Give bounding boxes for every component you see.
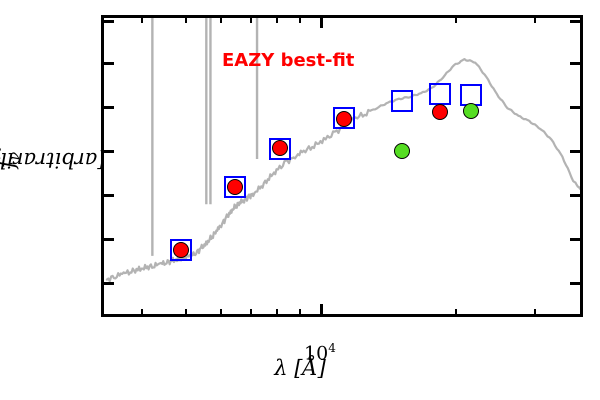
observed-photometry-red-circle-1 <box>227 179 243 195</box>
y-tick-200 <box>103 238 114 241</box>
y-tick-0 <box>103 282 114 285</box>
model-photometry-square-5 <box>429 83 451 105</box>
x-tick-6000-top <box>220 17 222 23</box>
secondary-photometry-green-circle-0 <box>394 143 410 159</box>
x-tick-6000-bottom <box>220 309 222 315</box>
y-tick-1200 <box>103 20 114 23</box>
y-tick-800 <box>103 106 114 109</box>
y-axis-title: fν [arbitrarily scaled] <box>0 10 24 310</box>
y-tick-right-1200 <box>570 20 581 23</box>
observed-photometry-red-circle-4 <box>432 104 448 120</box>
x-tick-8000-top <box>276 17 278 23</box>
observed-photometry-red-circle-0 <box>173 242 189 258</box>
y-tick-right-600 <box>570 150 581 153</box>
x-tick-7000-bottom <box>250 309 252 315</box>
y-tick-right-1000 <box>570 62 581 65</box>
x-tick-5000-bottom <box>185 309 187 315</box>
y-tick-right-400 <box>570 194 581 197</box>
y-tick-400 <box>103 194 114 197</box>
model-photometry-square-4 <box>391 90 413 112</box>
x-tick-10000-bottom <box>320 304 323 315</box>
y-tick-1000 <box>103 62 114 65</box>
y-axis-title-text: fν [arbitrarily scaled] <box>0 152 23 168</box>
x-tick-label-1e4: 104 <box>280 342 360 363</box>
y-tick-right-800 <box>570 106 581 109</box>
x-tick-8000-bottom <box>276 309 278 315</box>
y-tick-600 <box>103 150 114 153</box>
annotation-eazy-best-fit: EAZY best-fit <box>222 50 354 71</box>
secondary-photometry-green-circle-1 <box>463 103 479 119</box>
x-tick-4000-bottom <box>141 309 143 315</box>
x-tick-9000-bottom <box>299 309 301 315</box>
x-tick-5000-top <box>185 17 187 23</box>
plot-area: 0 200 400 600 800 1000 1200 104 EAZY bes… <box>101 15 583 317</box>
observed-photometry-red-circle-3 <box>336 111 352 127</box>
x-tick-9000-top <box>299 17 301 23</box>
x-tick-10000-top <box>320 17 323 28</box>
x-tick-30000-top <box>534 17 536 23</box>
x-tick-4000-top <box>141 17 143 23</box>
x-tick-20000-bottom <box>455 309 457 315</box>
x-tick-20000-top <box>455 17 457 23</box>
y-tick-right-200 <box>570 238 581 241</box>
y-tick-right-0 <box>570 282 581 285</box>
x-tick-7000-top <box>250 17 252 23</box>
figure-canvas: fν [arbitrarily scaled] λ [Å] <box>0 0 600 400</box>
x-tick-30000-bottom <box>534 309 536 315</box>
